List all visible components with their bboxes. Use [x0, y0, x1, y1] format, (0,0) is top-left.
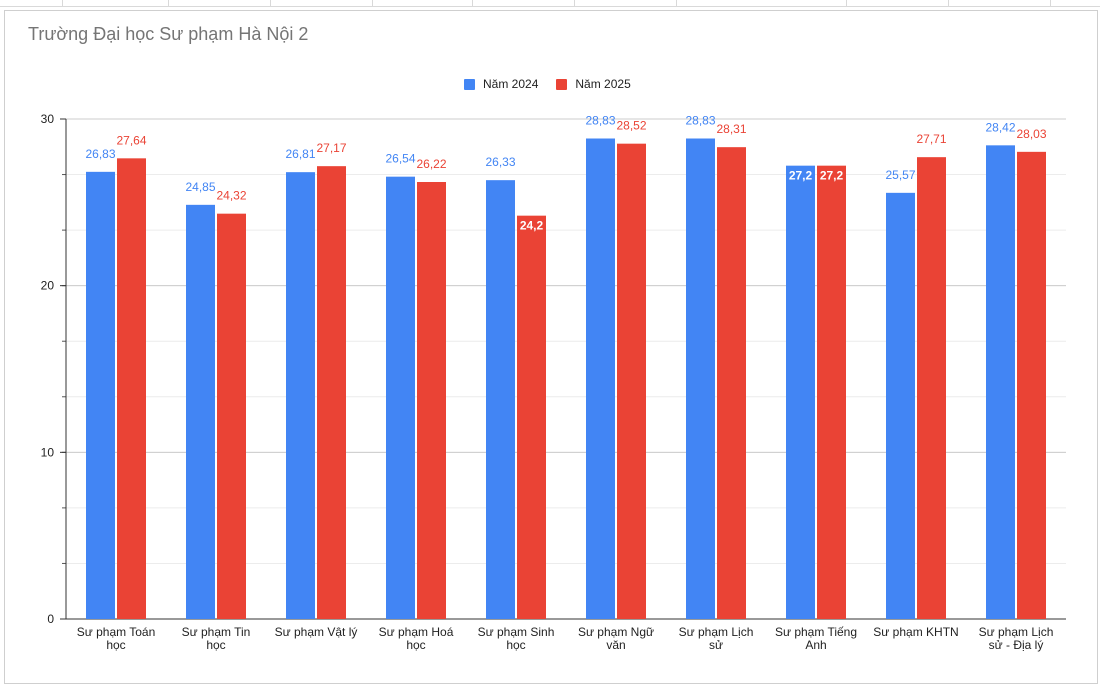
x-category-label: Sư phạm Vật lý: [275, 625, 358, 639]
bar-2024: [686, 138, 715, 619]
legend-swatch-2024: [464, 78, 475, 90]
x-category-label: học: [206, 638, 225, 652]
x-category-label: học: [506, 638, 525, 652]
x-category-label: sử: [709, 638, 723, 652]
legend-swatch-2025: [556, 78, 568, 90]
x-category-label: Sư phạm Toán: [77, 625, 156, 639]
data-label: 26,22: [416, 157, 446, 171]
data-label: 26,81: [285, 147, 315, 161]
data-label: 24,32: [216, 189, 246, 203]
y-tick-label: 30: [41, 112, 55, 126]
x-category-label: Sư phạm Tiếng: [775, 625, 857, 639]
data-label: 24,85: [185, 180, 215, 194]
bar-2024: [986, 145, 1015, 620]
data-label: 27,2: [820, 169, 844, 183]
data-label: 27,17: [316, 141, 346, 155]
x-category-label: sử - Địa lý: [989, 638, 1044, 652]
legend-item-2024[interactable]: Năm 2024: [464, 77, 538, 91]
bar-2025: [217, 213, 246, 619]
x-category-label: Sư phạm Sinh: [478, 625, 555, 639]
x-category-label: Anh: [805, 638, 826, 652]
x-category-label: văn: [606, 638, 625, 652]
data-label: 25,57: [885, 168, 915, 182]
bar-2025: [817, 165, 846, 619]
bar-2024: [286, 172, 315, 619]
data-label: 28,03: [1016, 127, 1046, 141]
data-label: 26,33: [485, 155, 515, 169]
bar-2025: [417, 182, 446, 619]
data-label: 26,54: [385, 152, 415, 166]
data-label: 27,64: [116, 133, 146, 147]
bar-2025: [717, 147, 746, 619]
bar-2024: [886, 192, 915, 620]
bar-2025: [117, 158, 146, 620]
x-category-label: Sư phạm KHTN: [873, 625, 958, 639]
y-tick-label: 10: [41, 445, 55, 459]
x-category-label: học: [106, 638, 125, 652]
x-category-label: Sư phạm Ngữ: [578, 625, 654, 639]
data-label: 28,83: [585, 114, 615, 128]
data-label: 28,42: [985, 120, 1015, 134]
y-tick-label: 20: [41, 279, 55, 293]
bar-2025: [617, 143, 646, 619]
x-category-label: Sư phạm Lịch: [679, 625, 754, 639]
legend-label-2025: Năm 2025: [575, 77, 631, 91]
data-label: 28,83: [685, 114, 715, 128]
data-label: 26,83: [85, 147, 115, 161]
bar-2024: [486, 180, 515, 619]
data-label: 28,31: [716, 122, 746, 136]
data-label: 27,2: [789, 169, 813, 183]
bar-2025: [1017, 151, 1046, 620]
chart-title: Trường Đại học Sư phạm Hà Nội 2: [28, 24, 309, 44]
data-label: 24,2: [520, 219, 544, 233]
bar-2024: [786, 165, 815, 619]
x-category-label: học: [406, 638, 425, 652]
y-tick-label: 0: [47, 612, 54, 626]
x-category-label: Sư phạm Tin: [182, 625, 251, 639]
bar-2024: [586, 138, 615, 619]
bar-2025: [517, 215, 546, 619]
bar-2024: [186, 204, 215, 620]
bar-2024: [386, 176, 415, 619]
spreadsheet-grid-strip: [0, 0, 1100, 7]
data-label: 28,52: [616, 119, 646, 133]
x-category-label: Sư phạm Hoá: [379, 625, 454, 639]
legend-item-2025[interactable]: Năm 2025: [556, 77, 631, 91]
bar-2024: [86, 171, 115, 620]
x-category-label: Sư phạm Lịch: [979, 625, 1054, 639]
legend-label-2024: Năm 2024: [483, 77, 539, 91]
chart-legend: Năm 2024 Năm 2025: [464, 75, 631, 93]
bar-2025: [917, 157, 946, 619]
data-label: 27,71: [916, 132, 946, 146]
bar-2025: [317, 166, 346, 619]
